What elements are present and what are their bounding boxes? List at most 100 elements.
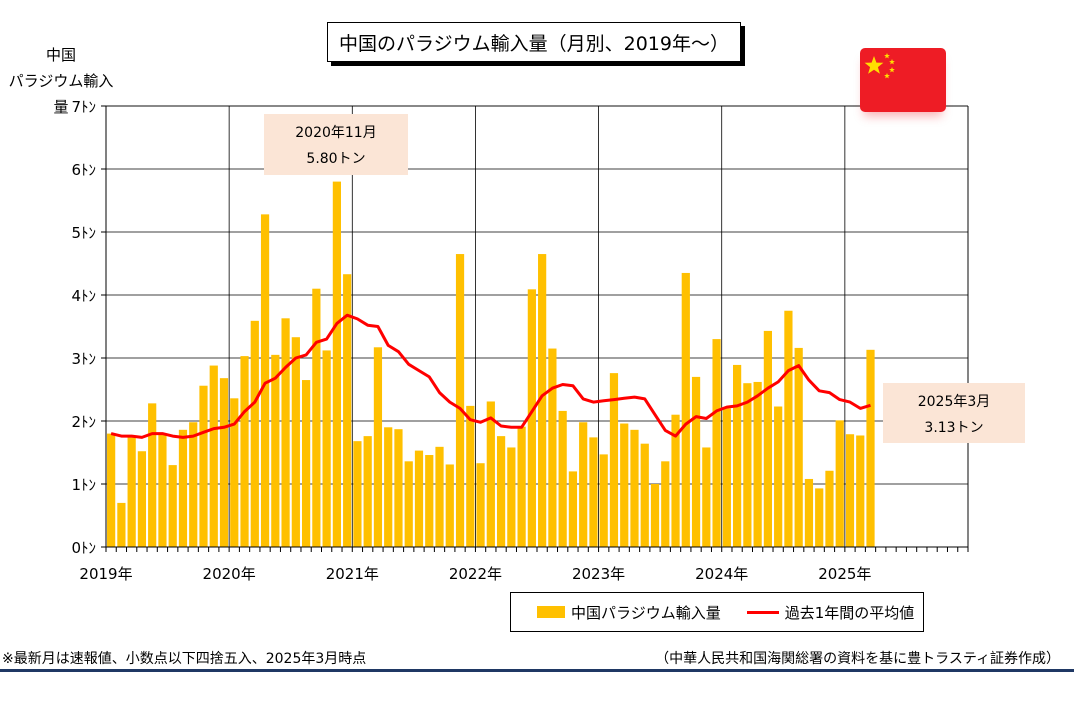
bar-imports-51: [630, 429, 639, 547]
legend-item-imports: 中国パラジウム輸入量: [537, 602, 721, 623]
bar-imports-17: [281, 318, 290, 547]
bar-imports-19: [302, 380, 311, 547]
bar-imports-21: [322, 350, 331, 547]
x-tick-label-6: 2025年: [818, 565, 871, 583]
y-tick-label-6: 6ﾄﾝ: [71, 161, 96, 179]
y-tick-label-1: 1ﾄﾝ: [71, 476, 96, 494]
bar-imports-48: [599, 454, 608, 547]
chart-title-text: 中国のパラジウム輸入量（月別、2019年～）: [339, 32, 729, 55]
bar-imports-56: [681, 272, 690, 547]
bar-imports-45: [568, 471, 578, 547]
bar-imports-66: [784, 310, 793, 547]
bar-imports-27: [384, 427, 393, 547]
bar-imports-29: [404, 461, 413, 547]
bar-imports-36: [476, 463, 485, 547]
bar-imports-61: [733, 364, 742, 547]
y-axis-unit-line2: パラジウム輸入量: [8, 72, 114, 116]
bar-imports-73: [856, 435, 865, 547]
latest-annotation-date: 2025年3月: [917, 394, 991, 410]
bar-imports-67: [794, 347, 803, 547]
peak-annotation: 2020年11月 5.80トン: [264, 114, 408, 175]
bar-imports-50: [620, 423, 629, 547]
bar-imports-41: [527, 289, 536, 547]
bar-imports-63: [753, 381, 762, 547]
bar-imports-40: [517, 426, 526, 547]
bar-imports-38: [496, 436, 506, 547]
bar-imports-72: [845, 434, 855, 547]
bar-imports-10: [209, 365, 218, 547]
bar-imports-35: [466, 405, 475, 547]
bar-imports-54: [661, 461, 670, 547]
bar-imports-53: [650, 484, 660, 547]
y-tick-label-5: 5ﾄﾝ: [71, 224, 96, 242]
bar-imports-22: [332, 181, 341, 547]
bar-imports-13: [240, 356, 249, 547]
y-tick-label-7: 7ﾄﾝ: [71, 98, 96, 116]
x-tick-label-5: 2024年: [695, 565, 748, 583]
bar-imports-24: [353, 441, 362, 547]
y-tick-label-2: 2ﾄﾝ: [71, 413, 96, 431]
bar-imports-34: [455, 254, 465, 548]
bar-imports-33: [445, 464, 454, 547]
bar-imports-18: [291, 337, 300, 547]
line-average: [110, 313, 871, 439]
legend-swatch-line: [746, 610, 779, 614]
bar-imports-39: [507, 447, 516, 547]
footnote: ※最新月は速報値、小数点以下四捨五入、2025年3月時点: [2, 651, 367, 667]
x-tick-label-0: 2019年: [79, 565, 132, 583]
bar-imports-16: [271, 354, 280, 547]
bar-imports-57: [691, 376, 701, 547]
x-tick-label-4: 2023年: [572, 565, 625, 583]
bar-imports-12: [230, 398, 239, 547]
bar-imports-64: [763, 330, 772, 547]
bar-imports-52: [640, 443, 649, 547]
y-tick-label-0: 0ﾄﾝ: [71, 539, 96, 557]
x-tick-label-3: 2022年: [449, 565, 502, 583]
bar-imports-8: [189, 422, 198, 547]
bar-imports-20: [312, 288, 321, 547]
bar-imports-65: [774, 406, 783, 547]
bar-imports-3: [137, 451, 147, 547]
y-axis-unit-label: 中国 パラジウム輸入量: [2, 42, 120, 120]
bar-imports-11: [219, 378, 229, 547]
latest-annotation: 2025年3月 3.13トン: [883, 383, 1025, 443]
bar-imports-37: [486, 401, 495, 547]
bar-imports-46: [579, 422, 588, 547]
x-tick-label-1: 2020年: [203, 565, 256, 583]
bar-imports-30: [414, 450, 424, 547]
bar-imports-0: [107, 433, 116, 547]
bottom-divider: [0, 669, 1074, 672]
chart-legend: 中国パラジウム輸入量 過去1年間の平均値: [510, 592, 924, 632]
bar-imports-23: [343, 274, 352, 547]
bar-imports-25: [363, 436, 372, 547]
bar-imports-31: [425, 455, 434, 547]
source-note: （中華人民共和国海関総署の資料を基に豊トラスティ証券作成）: [655, 651, 1060, 667]
y-tick-label-4: 4ﾄﾝ: [71, 287, 96, 305]
bar-imports-4: [148, 403, 157, 547]
legend-label-average: 過去1年間の平均値: [784, 603, 915, 622]
bar-imports-59: [712, 339, 721, 547]
bar-imports-71: [835, 420, 844, 547]
peak-annotation-date: 2020年11月: [295, 125, 377, 141]
bar-imports-9: [199, 385, 208, 547]
y-axis-unit-line1: 中国: [45, 46, 76, 64]
bar-imports-32: [435, 446, 444, 547]
bar-imports-28: [394, 429, 403, 547]
peak-annotation-value: 5.80トン: [306, 151, 366, 167]
china-flag-icon: [860, 48, 946, 112]
bar-imports-5: [158, 433, 167, 547]
bar-imports-7: [178, 429, 188, 547]
bar-imports-43: [548, 348, 557, 547]
latest-annotation-value: 3.13トン: [924, 420, 984, 436]
bar-imports-26: [373, 347, 383, 547]
bar-imports-42: [538, 254, 547, 548]
bar-imports-14: [250, 320, 259, 547]
bar-imports-6: [168, 465, 177, 547]
bar-imports-69: [815, 488, 824, 547]
bar-imports-47: [589, 437, 598, 547]
bar-imports-49: [609, 373, 619, 547]
x-tick-label-2: 2021年: [326, 565, 379, 583]
bar-imports-2: [127, 436, 136, 547]
bar-imports-58: [702, 447, 711, 547]
